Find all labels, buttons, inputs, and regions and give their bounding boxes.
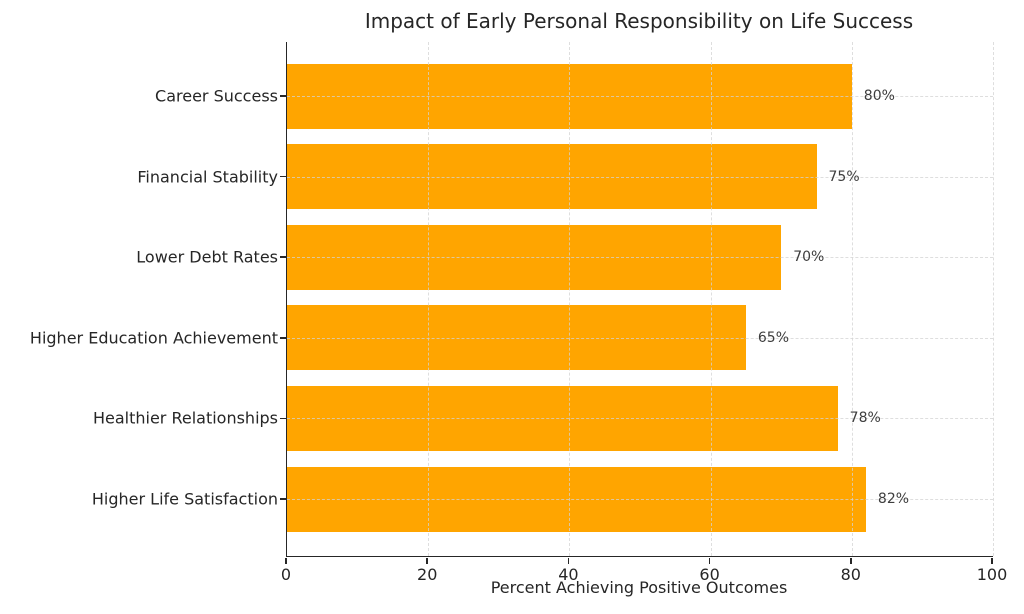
value-label-higher-education-achievement: 65% <box>757 329 790 346</box>
gridline-y-higher-education-achievement <box>287 337 993 339</box>
x-tick-label-0: 0 <box>280 565 292 584</box>
category-label-higher-life-satisfaction: Higher Life Satisfaction <box>91 489 278 509</box>
value-label-higher-life-satisfaction: 82% <box>877 491 910 507</box>
y-tick-lower-debt-rates <box>280 256 286 258</box>
x-tick-20 <box>426 557 428 564</box>
gridline-x-100 <box>993 42 994 556</box>
x-tick-80 <box>850 557 852 564</box>
x-tick-label-60: 60 <box>699 565 720 584</box>
y-tick-career-success <box>280 95 286 97</box>
gridline-y-financial-stability <box>287 176 993 178</box>
gridline-x-60 <box>710 42 712 556</box>
y-tick-higher-life-satisfaction <box>280 498 286 500</box>
x-tick-label-100: 100 <box>976 565 1008 584</box>
category-label-financial-stability: Financial Stability <box>137 167 278 187</box>
category-label-lower-debt-rates: Lower Debt Rates <box>136 247 278 267</box>
gridline-y-healthier-relationships <box>287 418 993 420</box>
category-label-healthier-relationships: Healthier Relationships <box>92 408 278 428</box>
gridline-y-lower-debt-rates <box>287 257 993 259</box>
value-label-lower-debt-rates: 70% <box>793 249 825 266</box>
value-label-financial-stability: 75% <box>828 168 860 185</box>
category-label-higher-education-achievement: Higher Education Achievement <box>29 328 278 348</box>
gridline-y-higher-life-satisfaction <box>287 499 993 500</box>
x-axis-label: Percent Achieving Positive Outcomes <box>490 578 788 597</box>
gridline-x-80 <box>851 42 853 556</box>
x-tick-40 <box>567 557 570 564</box>
y-tick-financial-stability <box>280 175 286 178</box>
y-tick-healthier-relationships <box>280 417 286 420</box>
x-tick-label-20: 20 <box>417 565 438 584</box>
x-tick-100 <box>991 557 993 564</box>
x-tick-0 <box>285 557 287 564</box>
value-label-career-success: 80% <box>863 88 895 104</box>
gridline-y-career-success <box>287 96 993 97</box>
y-tick-higher-education-achievement <box>280 337 286 339</box>
x-tick-60 <box>708 557 711 564</box>
gridline-x-20 <box>428 42 430 556</box>
category-label-career-success: Career Success <box>155 86 278 106</box>
x-tick-label-80: 80 <box>840 565 861 584</box>
gridline-x-40 <box>569 42 571 556</box>
x-tick-label-40: 40 <box>558 565 579 584</box>
value-label-healthier-relationships: 78% <box>849 410 881 427</box>
chart-title: Impact of Early Personal Responsibility … <box>364 9 914 33</box>
plot-area <box>286 42 994 557</box>
